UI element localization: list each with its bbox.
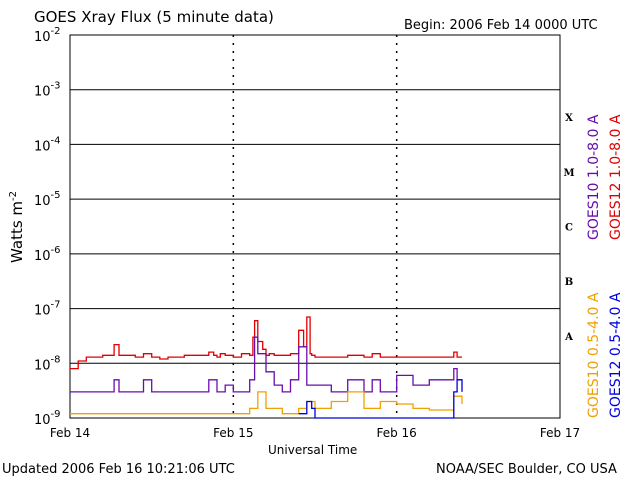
series-line: [70, 336, 462, 393]
y-tick-label: 10-6: [34, 245, 61, 264]
chart-title: GOES Xray Flux (5 minute data): [34, 8, 274, 26]
series-lines: [70, 316, 463, 419]
flare-class-label: M: [563, 168, 574, 179]
series-line: [298, 379, 463, 419]
x-axis-ticks: Feb 14 Feb 15 Feb 16 Feb 17: [50, 426, 580, 440]
flare-class-label: B: [565, 277, 573, 288]
x-axis-label: Universal Time: [268, 443, 357, 457]
y-tick-label: 10-4: [34, 135, 61, 154]
flare-class-label: C: [565, 223, 573, 234]
day-dividers: [232, 35, 398, 418]
updated-timestamp: Updated 2006 Feb 16 10:21:06 UTC: [2, 462, 235, 477]
plot-frame: [69, 34, 561, 419]
x-tick-label: Feb 17: [540, 426, 580, 440]
legend: GOES10 1.0-8.0 A GOES12 1.0-8.0 A GOES10 0…: [586, 114, 624, 418]
y-tick-label: 10-7: [34, 300, 61, 319]
y-tick-label: 10-5: [34, 190, 61, 209]
gridlines: [70, 89, 560, 364]
legend-item: GOES10 0.5-4.0 A: [586, 292, 602, 418]
flare-class-label: X: [565, 113, 573, 124]
x-tick-label: Feb 14: [50, 426, 90, 440]
y-axis-ticks: 10-2 10-3 10-4 10-5 10-6 10-7 10-8 10-9: [34, 26, 61, 428]
y-tick-label: 10-3: [34, 81, 61, 100]
series-line: [70, 316, 462, 370]
begin-date-label: Begin: 2006 Feb 14 0000 UTC: [404, 18, 598, 33]
legend-item: GOES12 1.0-8.0 A: [608, 114, 624, 240]
legend-item: GOES10 1.0-8.0 A: [586, 114, 602, 240]
y-axis-label: Watts m-2: [8, 191, 26, 263]
credit-label: NOAA/SEC Boulder, CO USA: [436, 462, 617, 477]
y-tick-label: 10-8: [34, 354, 61, 373]
y-tick-label: 10-2: [34, 26, 61, 45]
x-tick-label: Feb 16: [376, 426, 416, 440]
flare-class-labels: X M C B A: [563, 113, 574, 343]
flare-class-label: A: [564, 332, 573, 343]
y-tick-label: 10-9: [34, 409, 61, 428]
series-line: [70, 391, 463, 415]
legend-item: GOES12 0.5-4.0 A: [608, 292, 624, 418]
x-tick-label: Feb 15: [213, 426, 253, 440]
